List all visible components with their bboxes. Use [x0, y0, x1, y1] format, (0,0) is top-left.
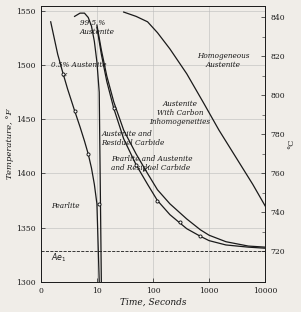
Text: Austenite and
Residuel Carbide: Austenite and Residuel Carbide: [101, 130, 165, 147]
Text: Homogeneous
Austenite: Homogeneous Austenite: [197, 52, 250, 69]
Y-axis label: °C: °C: [287, 139, 296, 149]
Y-axis label: Temperature, °F: Temperature, °F: [5, 109, 14, 179]
Text: Pearlite and Austenite
and Residuel Carbide: Pearlite and Austenite and Residuel Carb…: [111, 155, 193, 172]
Text: 0.5% Austenite: 0.5% Austenite: [51, 61, 107, 76]
X-axis label: Time, Seconds: Time, Seconds: [120, 297, 186, 306]
Text: Pearlite: Pearlite: [51, 202, 80, 210]
Text: Austenite
With Carbon
Inhomogeneities: Austenite With Carbon Inhomogeneities: [149, 100, 210, 126]
Text: 99.5 %
Austenite: 99.5 % Austenite: [80, 18, 115, 36]
Text: $Ae_1$: $Ae_1$: [51, 252, 67, 264]
